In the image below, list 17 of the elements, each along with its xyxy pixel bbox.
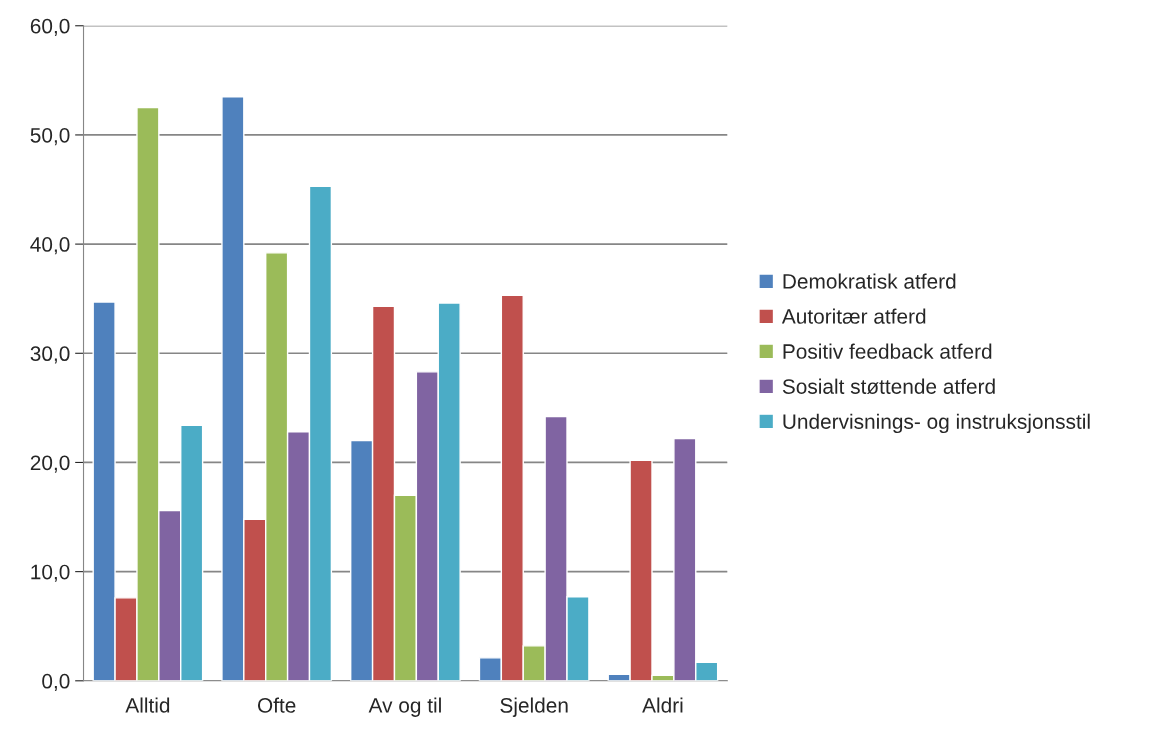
y-tick-label: 60,0 — [30, 18, 70, 36]
legend-label: Undervisnings- og instruksjonsstil — [783, 413, 1090, 434]
y-tick-label: 40,0 — [30, 237, 70, 255]
y-tick-label: 20,0 — [30, 455, 70, 473]
x-tick-label: Aldri — [642, 697, 683, 713]
x-tick-label: Av og til — [368, 697, 441, 717]
x-tick-label: Ofte — [257, 697, 296, 713]
x-tick-label: Alltid — [125, 697, 170, 713]
legend-label: Positiv feedback atferd — [783, 343, 992, 359]
y-tick-label: 50,0 — [30, 127, 70, 146]
legend-label: Demokratisk atferd — [783, 273, 956, 289]
x-tick-label: Sjelden — [500, 697, 568, 717]
y-tick-label: 10,0 — [31, 564, 70, 582]
legend-label: Autoritær atferd — [781, 308, 926, 324]
y-tick-label: 30,0 — [30, 346, 70, 364]
legend-label: Sosialt støttende atferd — [782, 378, 995, 395]
y-tick-label: 0,0 — [42, 673, 70, 692]
